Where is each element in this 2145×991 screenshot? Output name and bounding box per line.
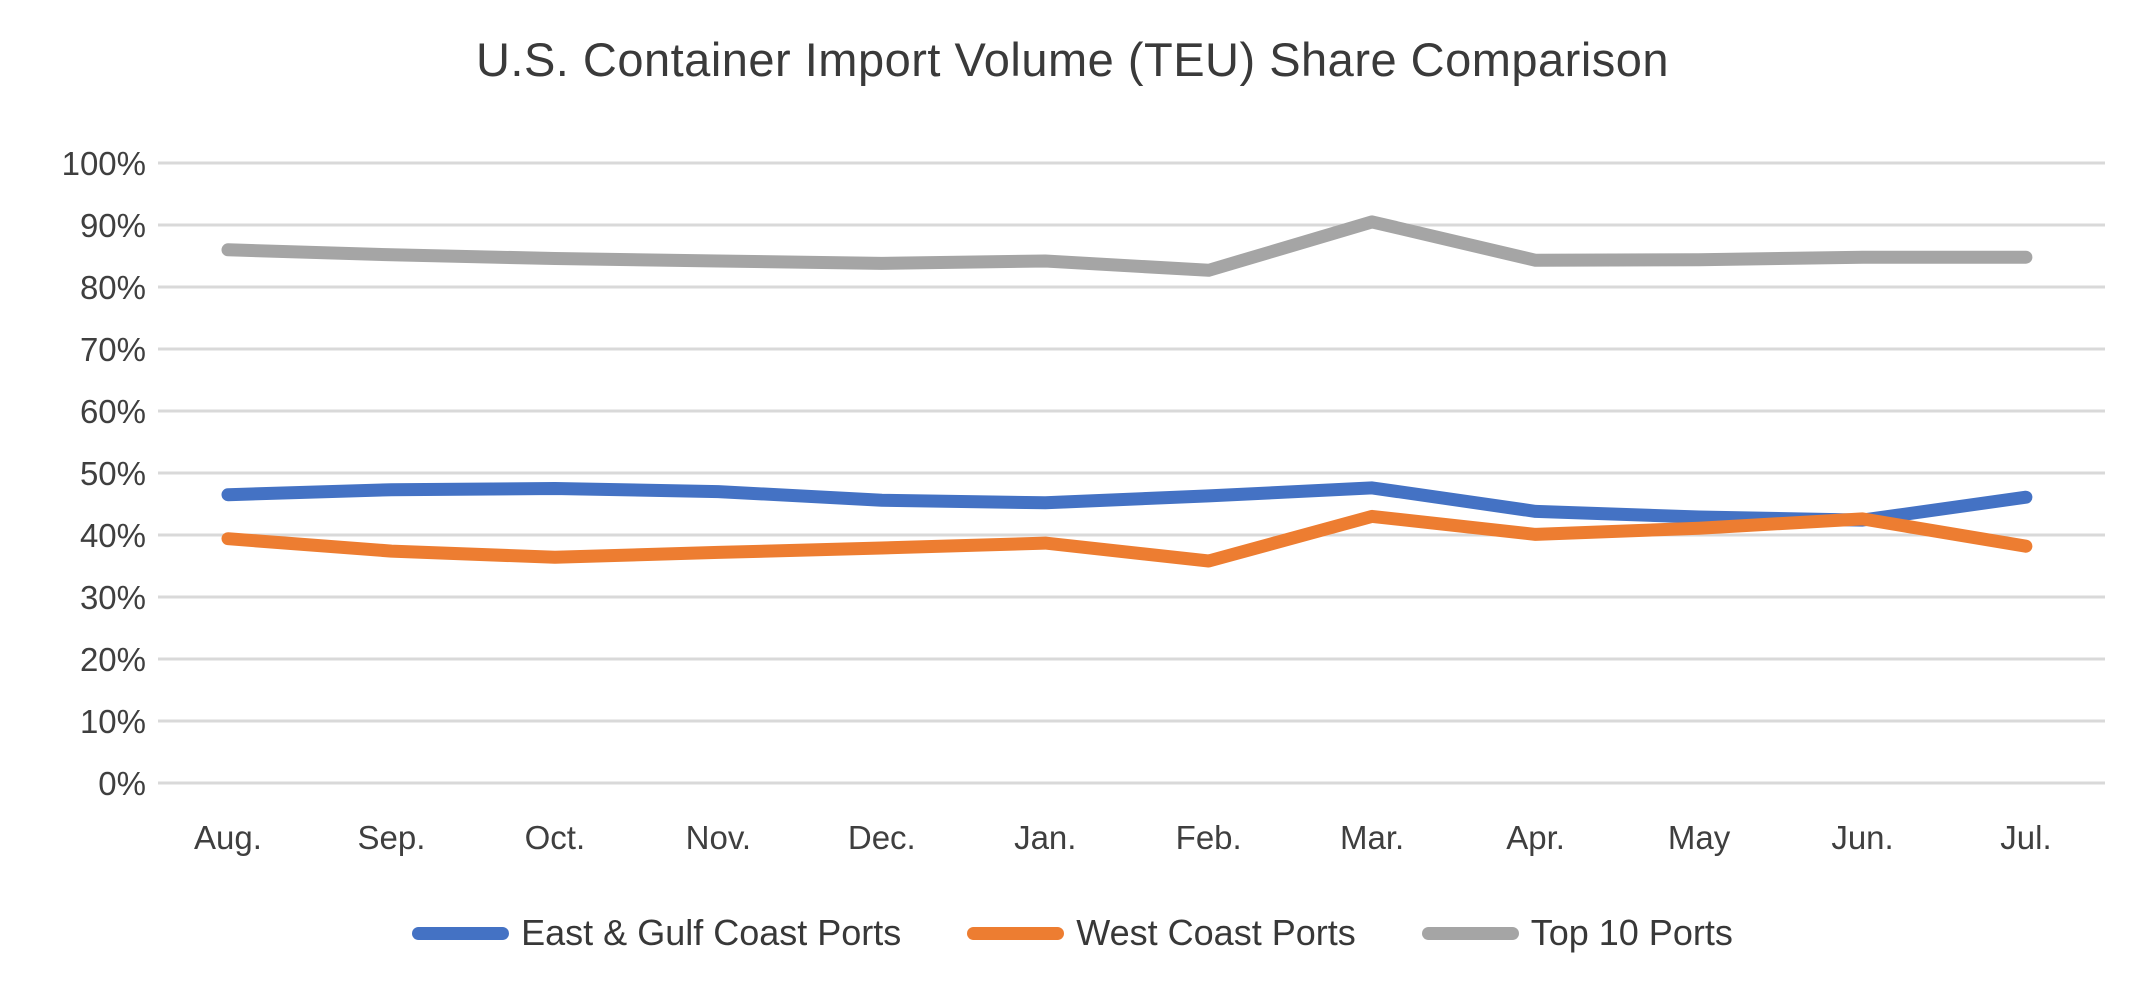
y-tick-label: 70% [80, 331, 146, 368]
legend-label: West Coast Ports [1076, 912, 1356, 953]
gridlines [158, 161, 2105, 785]
y-tick-label: 40% [80, 517, 146, 554]
legend: East & Gulf Coast Ports West Coast Ports… [0, 912, 2145, 954]
x-tick-label: May [1668, 819, 1731, 856]
legend-label: Top 10 Ports [1530, 912, 1733, 953]
legend-swatch-icon [967, 926, 1065, 940]
legend-item-top-10-ports: Top 10 Ports [1421, 912, 1733, 954]
legend-label: East & Gulf Coast Ports [521, 912, 902, 953]
y-tick-label: 90% [80, 207, 146, 244]
x-tick-label: Mar. [1340, 819, 1404, 856]
y-tick-label: 0% [98, 765, 146, 802]
y-tick-label: 60% [80, 393, 146, 430]
x-tick-label: Sep. [358, 819, 426, 856]
x-tick-label: Apr. [1506, 819, 1565, 856]
x-tick-label: Oct. [525, 819, 586, 856]
series-line-top-10-ports [221, 215, 2033, 277]
x-tick-label: Jan. [1014, 819, 1076, 856]
y-axis-tick-labels: 0% 10% 20% 30% 40% 50% 60% 70% 80% 90% 100% [62, 145, 146, 802]
legend-item-east-gulf-coast-ports: East & Gulf Coast Ports [412, 912, 901, 954]
y-tick-label: 100% [62, 145, 146, 182]
legend-item-west-coast-ports: West Coast Ports [967, 912, 1356, 954]
series-lines [221, 215, 2033, 568]
x-tick-label: Jul. [2000, 819, 2051, 856]
x-tick-label: Feb. [1176, 819, 1242, 856]
legend-swatch-icon [412, 926, 510, 940]
y-tick-label: 50% [80, 455, 146, 492]
x-tick-label: Jun. [1831, 819, 1893, 856]
y-tick-label: 10% [80, 703, 146, 740]
y-tick-label: 20% [80, 641, 146, 678]
series-line-east-gulf-coast-ports [221, 481, 2033, 527]
x-tick-label: Nov. [686, 819, 751, 856]
y-tick-label: 80% [80, 269, 146, 306]
legend-swatch-icon [1421, 926, 1519, 940]
y-tick-label: 30% [80, 579, 146, 616]
x-tick-label: Dec. [848, 819, 916, 856]
x-axis-month-labels: Aug. Sep. Oct. Nov. Dec. Jan. Feb. Mar. Apr. May J… [194, 819, 2052, 856]
chart-title: U.S. Container Import Volume (TEU) Share… [475, 33, 1670, 86]
series-line-west-coast-ports [221, 509, 2033, 568]
x-tick-label: Aug. [194, 819, 262, 856]
